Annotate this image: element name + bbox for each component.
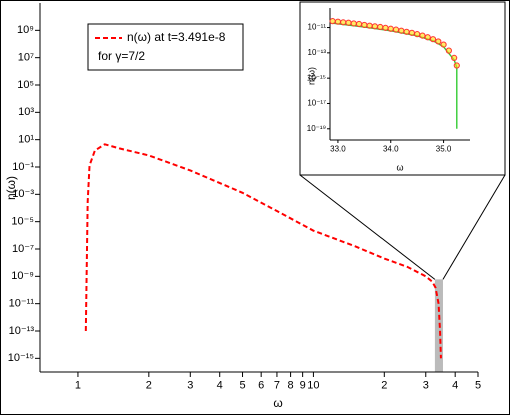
data-point — [435, 38, 442, 45]
data-point — [345, 19, 352, 26]
legend-box — [87, 23, 244, 71]
data-point — [403, 28, 410, 35]
y-axis-label: n(ω) — [306, 67, 316, 85]
y-tick-label: 10⁻⁹ — [11, 270, 34, 282]
y-tick-label: 10⁻⁵ — [11, 216, 34, 228]
x-tick-label: 4 — [217, 380, 223, 392]
x-tick-label: 5 — [239, 380, 245, 392]
data-point — [419, 32, 426, 39]
zoom-connector — [442, 174, 506, 280]
x-tick-label: 5 — [475, 380, 481, 392]
data-point — [361, 21, 368, 29]
x-tick-label: 3 — [423, 380, 429, 392]
x-tick-label: 3 — [187, 380, 193, 392]
data-point — [440, 41, 447, 48]
legend-label: n(ω) at t=3.491e-8 — [127, 30, 226, 44]
y-tick-label: 10⁹ — [17, 24, 34, 36]
y-tick-label: 10⁻¹ — [12, 161, 34, 173]
y-tick-label: 10⁻¹¹ — [9, 298, 35, 310]
x-axis-label: ω — [396, 162, 403, 172]
y-tick-label: 10⁻⁷ — [12, 243, 34, 255]
main-plot: 1 2 3 4 5 6 7 8 9 10 2 3 4 5 10⁹ 10⁷ 10⁵ 10³ 10¹ 10⁻¹ 10⁻³ 10… — [4, 3, 481, 410]
data-point — [334, 18, 342, 25]
x-tick-label: 4 — [452, 380, 458, 392]
annotation: for γ=7/2 — [98, 49, 145, 63]
x-tick-label: 8 — [288, 380, 294, 392]
x-tick-label: 9 — [300, 380, 306, 392]
data-point — [398, 27, 405, 34]
x-tick-label: 7 — [274, 380, 280, 392]
x-tick-label: 33.0 — [330, 145, 346, 154]
y-tick-label: 10⁻³ — [12, 188, 34, 200]
y-tick-label: 10⁻¹³ — [308, 48, 327, 57]
x-axis-label: ω — [273, 396, 282, 410]
y-tick-label: 10⁻¹¹ — [308, 23, 327, 32]
y-tick-label: 10⁻¹³ — [9, 325, 35, 337]
x-tick-label: 10 — [307, 380, 319, 392]
data-point — [445, 47, 452, 54]
x-tick-label: 34.0 — [383, 145, 399, 154]
zoom-connector — [299, 174, 436, 280]
data-point — [371, 23, 379, 30]
data-point — [366, 22, 373, 29]
y-tick-label: 10⁻¹⁵ — [8, 352, 34, 364]
data-point — [414, 31, 421, 38]
data-point — [451, 54, 458, 61]
data-point — [453, 62, 460, 69]
data-point — [424, 34, 431, 41]
inset-plot: 33.0 34.0 35.0 10⁻¹¹ 10⁻¹³ 10⁻¹⁵ 10⁻¹⁷ 10⁻¹⁹ ω n(… — [306, 8, 470, 172]
y-tick-label: 10⁵ — [17, 79, 34, 91]
y-tick-label: 10⁻¹⁵ — [307, 73, 326, 82]
y-tick-label: 10⁷ — [18, 52, 34, 64]
data-point — [408, 29, 415, 36]
x-tick-label: 2 — [146, 380, 152, 392]
data-point — [355, 20, 363, 28]
y-tick-label: 10⁻¹⁹ — [307, 124, 326, 133]
data-point — [387, 25, 394, 32]
x-tick-label: 6 — [258, 380, 264, 392]
x-tick-label: 2 — [381, 380, 387, 392]
y-tick-label: 10⁻¹⁷ — [307, 99, 326, 108]
data-point — [329, 18, 336, 25]
data-point — [382, 24, 389, 31]
data-line — [84, 143, 442, 359]
x-tick-label: 35.0 — [436, 145, 452, 154]
data-point — [392, 26, 400, 33]
data-point — [350, 20, 357, 27]
y-axis-label: n(ω) — [4, 176, 18, 200]
data-point — [340, 19, 347, 26]
y-tick-label: 10³ — [18, 106, 34, 118]
data-point — [429, 36, 437, 43]
y-tick-label: 10¹ — [18, 134, 34, 146]
data-point — [377, 23, 384, 31]
x-tick-label: 1 — [75, 380, 81, 392]
